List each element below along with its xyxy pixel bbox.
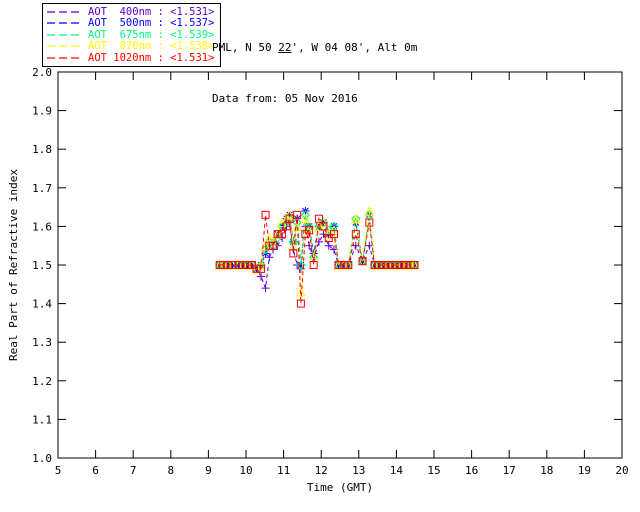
- svg-text:1.0: 1.0: [32, 452, 52, 465]
- svg-text:Time (GMT): Time (GMT): [307, 481, 373, 494]
- legend-line-sample: [47, 22, 83, 24]
- legend-item-aot-870nm: AOT 870nm : <1.538>: [47, 40, 215, 53]
- svg-text:15: 15: [427, 464, 440, 477]
- legend-item-aot-400nm: AOT 400nm : <1.531>: [47, 6, 214, 18]
- svg-text:9: 9: [205, 464, 212, 477]
- legend-box: AOT 400nm : <1.531> AOT 500nm : <1.537> AO…: [42, 3, 222, 67]
- header-date: Data from: 05 Nov 2016: [212, 92, 358, 105]
- svg-text:17: 17: [503, 464, 516, 477]
- legend-item-aot-500nm: AOT 500nm : <1.537>: [47, 17, 215, 30]
- legend-item-aot-1020nm: AOT 1020nm : <1.531>: [47, 52, 214, 64]
- legend-line-sample: [47, 34, 83, 36]
- svg-text:1.8: 1.8: [32, 143, 52, 156]
- svg-text:14: 14: [390, 464, 404, 477]
- svg-text:7: 7: [130, 464, 137, 477]
- svg-text:10: 10: [239, 464, 252, 477]
- legend-label: AOT 1020nm : <1.531>: [88, 51, 215, 64]
- legend-label: AOT 870nm : <1.538>: [88, 40, 215, 53]
- legend-label: AOT 675nm : <1.539>: [88, 28, 215, 41]
- svg-text:12: 12: [315, 464, 328, 477]
- header-location: PML, N 50 22', W 04 08', Alt 0m: [212, 41, 418, 54]
- svg-text:2.0: 2.0: [32, 66, 52, 79]
- svg-text:1.6: 1.6: [32, 220, 52, 233]
- svg-text:18: 18: [540, 464, 553, 477]
- svg-text:13: 13: [352, 464, 365, 477]
- svg-text:11: 11: [277, 464, 290, 477]
- legend-item-aot-675nm: AOT 675nm : <1.539>: [47, 29, 214, 41]
- legend-label: AOT 400nm : <1.531>: [88, 5, 215, 18]
- svg-text:19: 19: [578, 464, 591, 477]
- svg-text:6: 6: [92, 464, 99, 477]
- header: PML, N 50 22', W 04 08', Alt 0m Data fro…: [212, 5, 417, 141]
- svg-text:20: 20: [615, 464, 628, 477]
- svg-text:1.7: 1.7: [32, 182, 52, 195]
- svg-text:1.2: 1.2: [32, 375, 52, 388]
- svg-text:5: 5: [55, 464, 62, 477]
- svg-text:8: 8: [167, 464, 174, 477]
- svg-text:1.9: 1.9: [32, 105, 52, 118]
- svg-text:Real Part of Refractive index: Real Part of Refractive index: [7, 169, 20, 361]
- legend-line-sample: [47, 11, 83, 13]
- svg-text:1.1: 1.1: [32, 413, 52, 426]
- svg-text:1.4: 1.4: [32, 298, 52, 311]
- svg-text:1.3: 1.3: [32, 336, 52, 349]
- legend-line-sample: [47, 45, 83, 47]
- svg-text:16: 16: [465, 464, 478, 477]
- legend-line-sample: [47, 57, 83, 59]
- svg-text:1.5: 1.5: [32, 259, 52, 272]
- legend-label: AOT 500nm : <1.537>: [88, 17, 215, 30]
